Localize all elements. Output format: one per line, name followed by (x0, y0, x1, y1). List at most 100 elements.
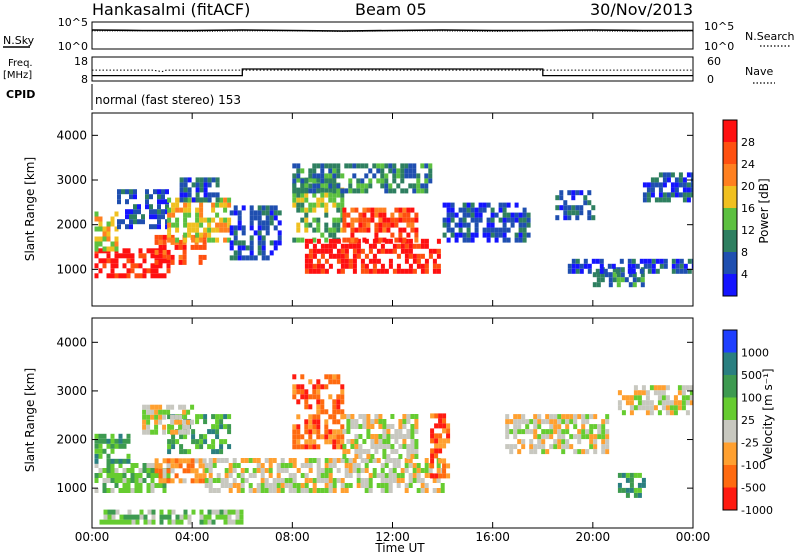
heatmap-cell (170, 234, 175, 240)
heatmap-cell (328, 253, 333, 259)
heatmap-cell (553, 424, 558, 430)
heatmap-cell (380, 183, 385, 189)
heatmap-cell (233, 205, 238, 211)
heatmap-cell (228, 488, 233, 493)
heatmap-cell (368, 258, 373, 264)
heatmap-cell (498, 217, 503, 223)
heatmap-cell (320, 384, 325, 390)
heatmap-cell (161, 214, 165, 220)
heatmap-cell (458, 222, 463, 228)
heatmap-cell (300, 394, 305, 400)
heatmap-cell (328, 429, 333, 435)
heatmap-cell (328, 463, 333, 468)
heatmap-cell (174, 419, 179, 425)
heatmap-cell (440, 483, 445, 488)
heatmap-cell (316, 414, 321, 420)
heatmap-cell (533, 434, 538, 440)
y-tick-label: 1000 (56, 481, 87, 495)
heatmap-cell (249, 255, 254, 261)
heatmap-cell (340, 227, 345, 233)
heatmap-cell (647, 258, 652, 264)
heatmap-cell (368, 458, 373, 463)
heatmap-cell (637, 395, 642, 401)
heatmap-cell (320, 243, 325, 249)
heatmap-cell (154, 419, 159, 425)
heatmap-cell (233, 230, 238, 236)
heatmap-cell (199, 207, 204, 213)
heatmap-cell (199, 444, 204, 450)
heatmap-cell (563, 210, 568, 216)
heatmap-cell (579, 205, 584, 211)
heatmap-cell (249, 235, 254, 241)
heatmap-cell (414, 449, 419, 454)
heatmap-cell (103, 509, 108, 515)
heatmap-cell (332, 202, 337, 208)
heatmap-cell (150, 404, 155, 410)
heatmap-cell (324, 202, 329, 208)
heatmap-cell (518, 237, 523, 243)
heatmap-cell (400, 168, 405, 174)
heatmap-cell (414, 424, 419, 429)
heatmap-cell (605, 449, 610, 455)
heatmap-cell (203, 227, 208, 233)
heatmap-cell (342, 444, 347, 449)
heatmap-cell (324, 384, 329, 390)
heatmap-cell (237, 255, 242, 261)
heatmap-cell (424, 243, 429, 249)
heatmap-cell (320, 168, 325, 174)
heatmap-cell (288, 463, 293, 468)
heatmap-cell (183, 197, 188, 203)
heatmap-cell (410, 439, 415, 444)
heatmap-cell (195, 207, 200, 213)
heatmap-cell (665, 410, 670, 416)
colorbar-tick-label: -25 (741, 437, 759, 450)
heatmap-cell (376, 483, 381, 488)
heatmap-cell (174, 429, 179, 435)
heatmap-cell (360, 248, 365, 254)
heatmap-cell (107, 519, 112, 525)
heatmap-cell (555, 215, 560, 221)
heatmap-cell (308, 468, 313, 473)
heatmap-cell (304, 478, 309, 483)
heatmap-cell (308, 419, 313, 425)
heatmap-cell (647, 263, 652, 269)
heatmap-cell (414, 454, 419, 459)
heatmap-cell (396, 458, 401, 463)
heatmap-cell (424, 178, 429, 184)
heatmap-cell (207, 217, 212, 223)
heatmap-cell (388, 263, 393, 269)
heatmap-cell (410, 207, 415, 213)
heatmap-cell (364, 483, 369, 488)
heatmap-cell (581, 419, 586, 425)
heatmap-cell (348, 473, 353, 478)
heatmap-cell (348, 163, 353, 169)
heatmap-cell (324, 434, 329, 440)
heatmap-cell (336, 458, 341, 463)
heatmap-cell (506, 237, 511, 243)
heatmap-cell (300, 192, 305, 198)
heatmap-cell (390, 212, 395, 218)
heatmap-cell (134, 483, 139, 488)
heatmap-cell (354, 444, 359, 449)
heatmap-cell (151, 519, 156, 525)
heatmap-cell (521, 414, 526, 420)
heatmap-cell (235, 514, 240, 520)
heatmap-cell (98, 221, 103, 227)
heatmap-cell (595, 268, 600, 274)
heatmap-cell (260, 483, 265, 488)
heatmap-cell (114, 226, 119, 232)
heatmap-cell (412, 168, 417, 174)
heatmap-cell (328, 374, 333, 380)
colorbar-segment (723, 352, 737, 375)
heatmap-cell (264, 468, 269, 473)
freq-label-1: Freq. (8, 58, 33, 69)
heatmap-cell (336, 173, 341, 179)
heatmap-cell (162, 473, 167, 478)
heatmap-cell (139, 514, 144, 520)
heatmap-cell (304, 188, 309, 194)
heatmap-cell (625, 487, 630, 493)
heatmap-cell (203, 192, 208, 198)
heatmap-cell (264, 488, 269, 493)
heatmap-cell (147, 519, 152, 525)
heatmap-cell (662, 177, 667, 183)
